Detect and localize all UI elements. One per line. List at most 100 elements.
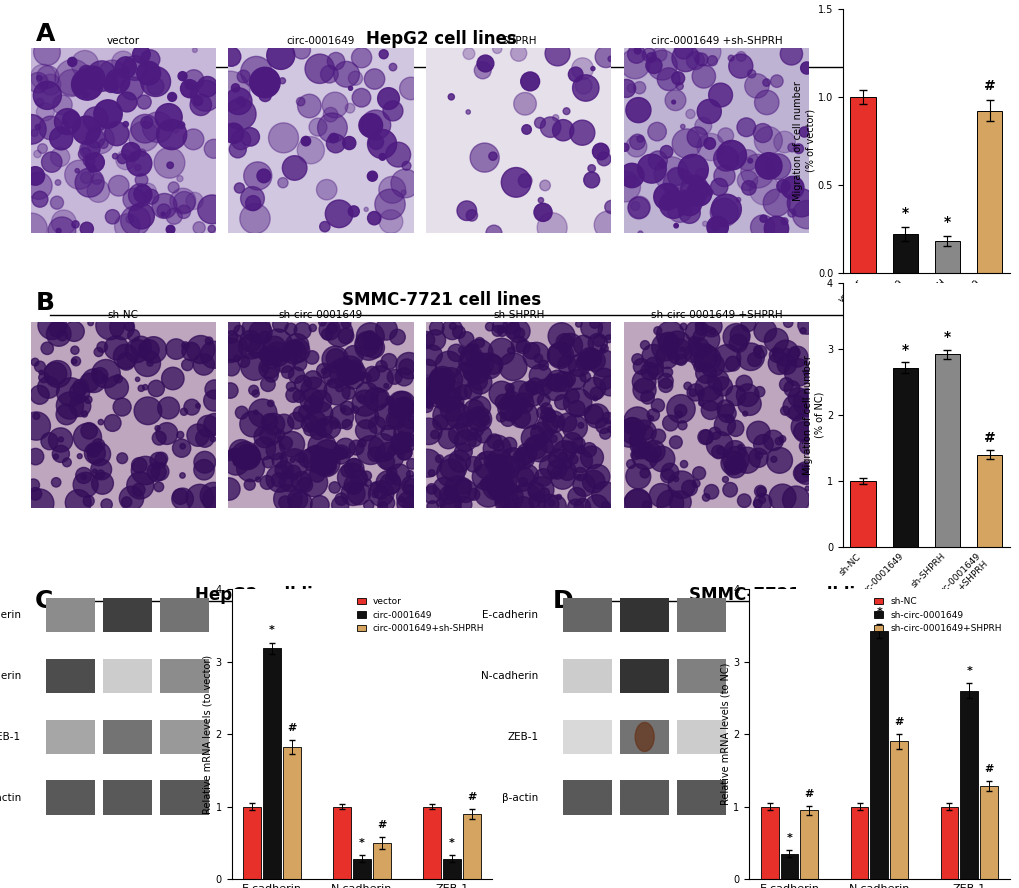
Circle shape [92,368,108,384]
Circle shape [352,89,371,107]
Circle shape [161,368,183,390]
Circle shape [560,372,575,386]
Circle shape [541,374,569,400]
Circle shape [532,425,536,429]
Circle shape [584,351,604,371]
Bar [892,234,917,273]
Legend: vector, circ-0001649, circ-0001649+sh-SHPRH: vector, circ-0001649, circ-0001649+sh-SH… [353,593,487,637]
Circle shape [475,426,491,443]
FancyBboxPatch shape [620,781,668,815]
Circle shape [281,472,286,477]
Circle shape [141,116,153,129]
Circle shape [318,416,340,439]
Circle shape [40,75,61,95]
Circle shape [69,395,91,416]
Circle shape [262,456,273,468]
Circle shape [155,425,160,431]
Circle shape [459,331,474,346]
Circle shape [152,194,176,218]
Circle shape [193,222,205,234]
FancyBboxPatch shape [620,659,668,694]
Circle shape [238,334,263,359]
Circle shape [399,434,413,448]
Circle shape [646,52,655,62]
Circle shape [179,443,185,449]
Circle shape [294,376,311,392]
Circle shape [771,348,777,354]
Circle shape [193,48,197,52]
Circle shape [398,496,404,502]
Circle shape [197,76,217,97]
Bar [282,747,301,879]
Circle shape [355,332,382,361]
Circle shape [525,382,536,392]
Circle shape [504,498,516,511]
Circle shape [308,401,332,426]
Circle shape [319,319,339,340]
Circle shape [379,210,403,234]
Circle shape [388,464,410,486]
Circle shape [561,432,582,453]
Circle shape [385,142,411,167]
Circle shape [196,429,214,448]
Circle shape [139,149,146,156]
Circle shape [383,384,388,388]
Circle shape [236,97,245,105]
Circle shape [628,197,649,218]
Circle shape [327,380,332,385]
Circle shape [533,203,551,221]
Circle shape [252,390,259,397]
Circle shape [131,457,147,473]
Circle shape [585,404,608,428]
Circle shape [754,386,764,397]
Circle shape [788,388,807,408]
Circle shape [312,448,339,477]
Circle shape [530,423,552,444]
Circle shape [470,143,498,172]
Circle shape [516,397,529,410]
Circle shape [340,449,348,457]
Circle shape [479,453,485,459]
Circle shape [776,355,796,375]
Circle shape [607,426,613,432]
Circle shape [432,401,461,430]
Circle shape [668,491,691,513]
Circle shape [517,464,538,486]
Circle shape [25,489,54,518]
Circle shape [723,440,745,462]
Circle shape [470,353,493,376]
FancyBboxPatch shape [562,781,611,815]
Circle shape [409,416,415,423]
Circle shape [92,173,102,185]
Circle shape [287,412,304,429]
Circle shape [689,389,696,397]
Circle shape [291,472,311,491]
Circle shape [374,189,405,219]
Circle shape [598,321,615,339]
Circle shape [367,211,380,225]
Text: ZEB-1: ZEB-1 [506,732,538,742]
Circle shape [379,455,394,470]
Circle shape [755,153,782,179]
Circle shape [225,88,252,115]
Circle shape [762,430,783,450]
Circle shape [455,362,480,386]
Circle shape [120,206,150,235]
Circle shape [348,360,361,372]
Circle shape [534,469,551,487]
Circle shape [53,95,72,115]
Circle shape [573,474,595,496]
Circle shape [439,454,467,481]
Circle shape [321,329,332,340]
Circle shape [557,355,576,374]
Circle shape [752,123,771,143]
Circle shape [702,494,709,501]
Circle shape [86,153,104,171]
Circle shape [454,430,476,452]
Circle shape [684,344,702,362]
Title: SHPRH: SHPRH [500,36,536,46]
Circle shape [183,70,204,90]
Circle shape [239,330,261,352]
Circle shape [615,421,642,448]
Circle shape [364,500,374,511]
